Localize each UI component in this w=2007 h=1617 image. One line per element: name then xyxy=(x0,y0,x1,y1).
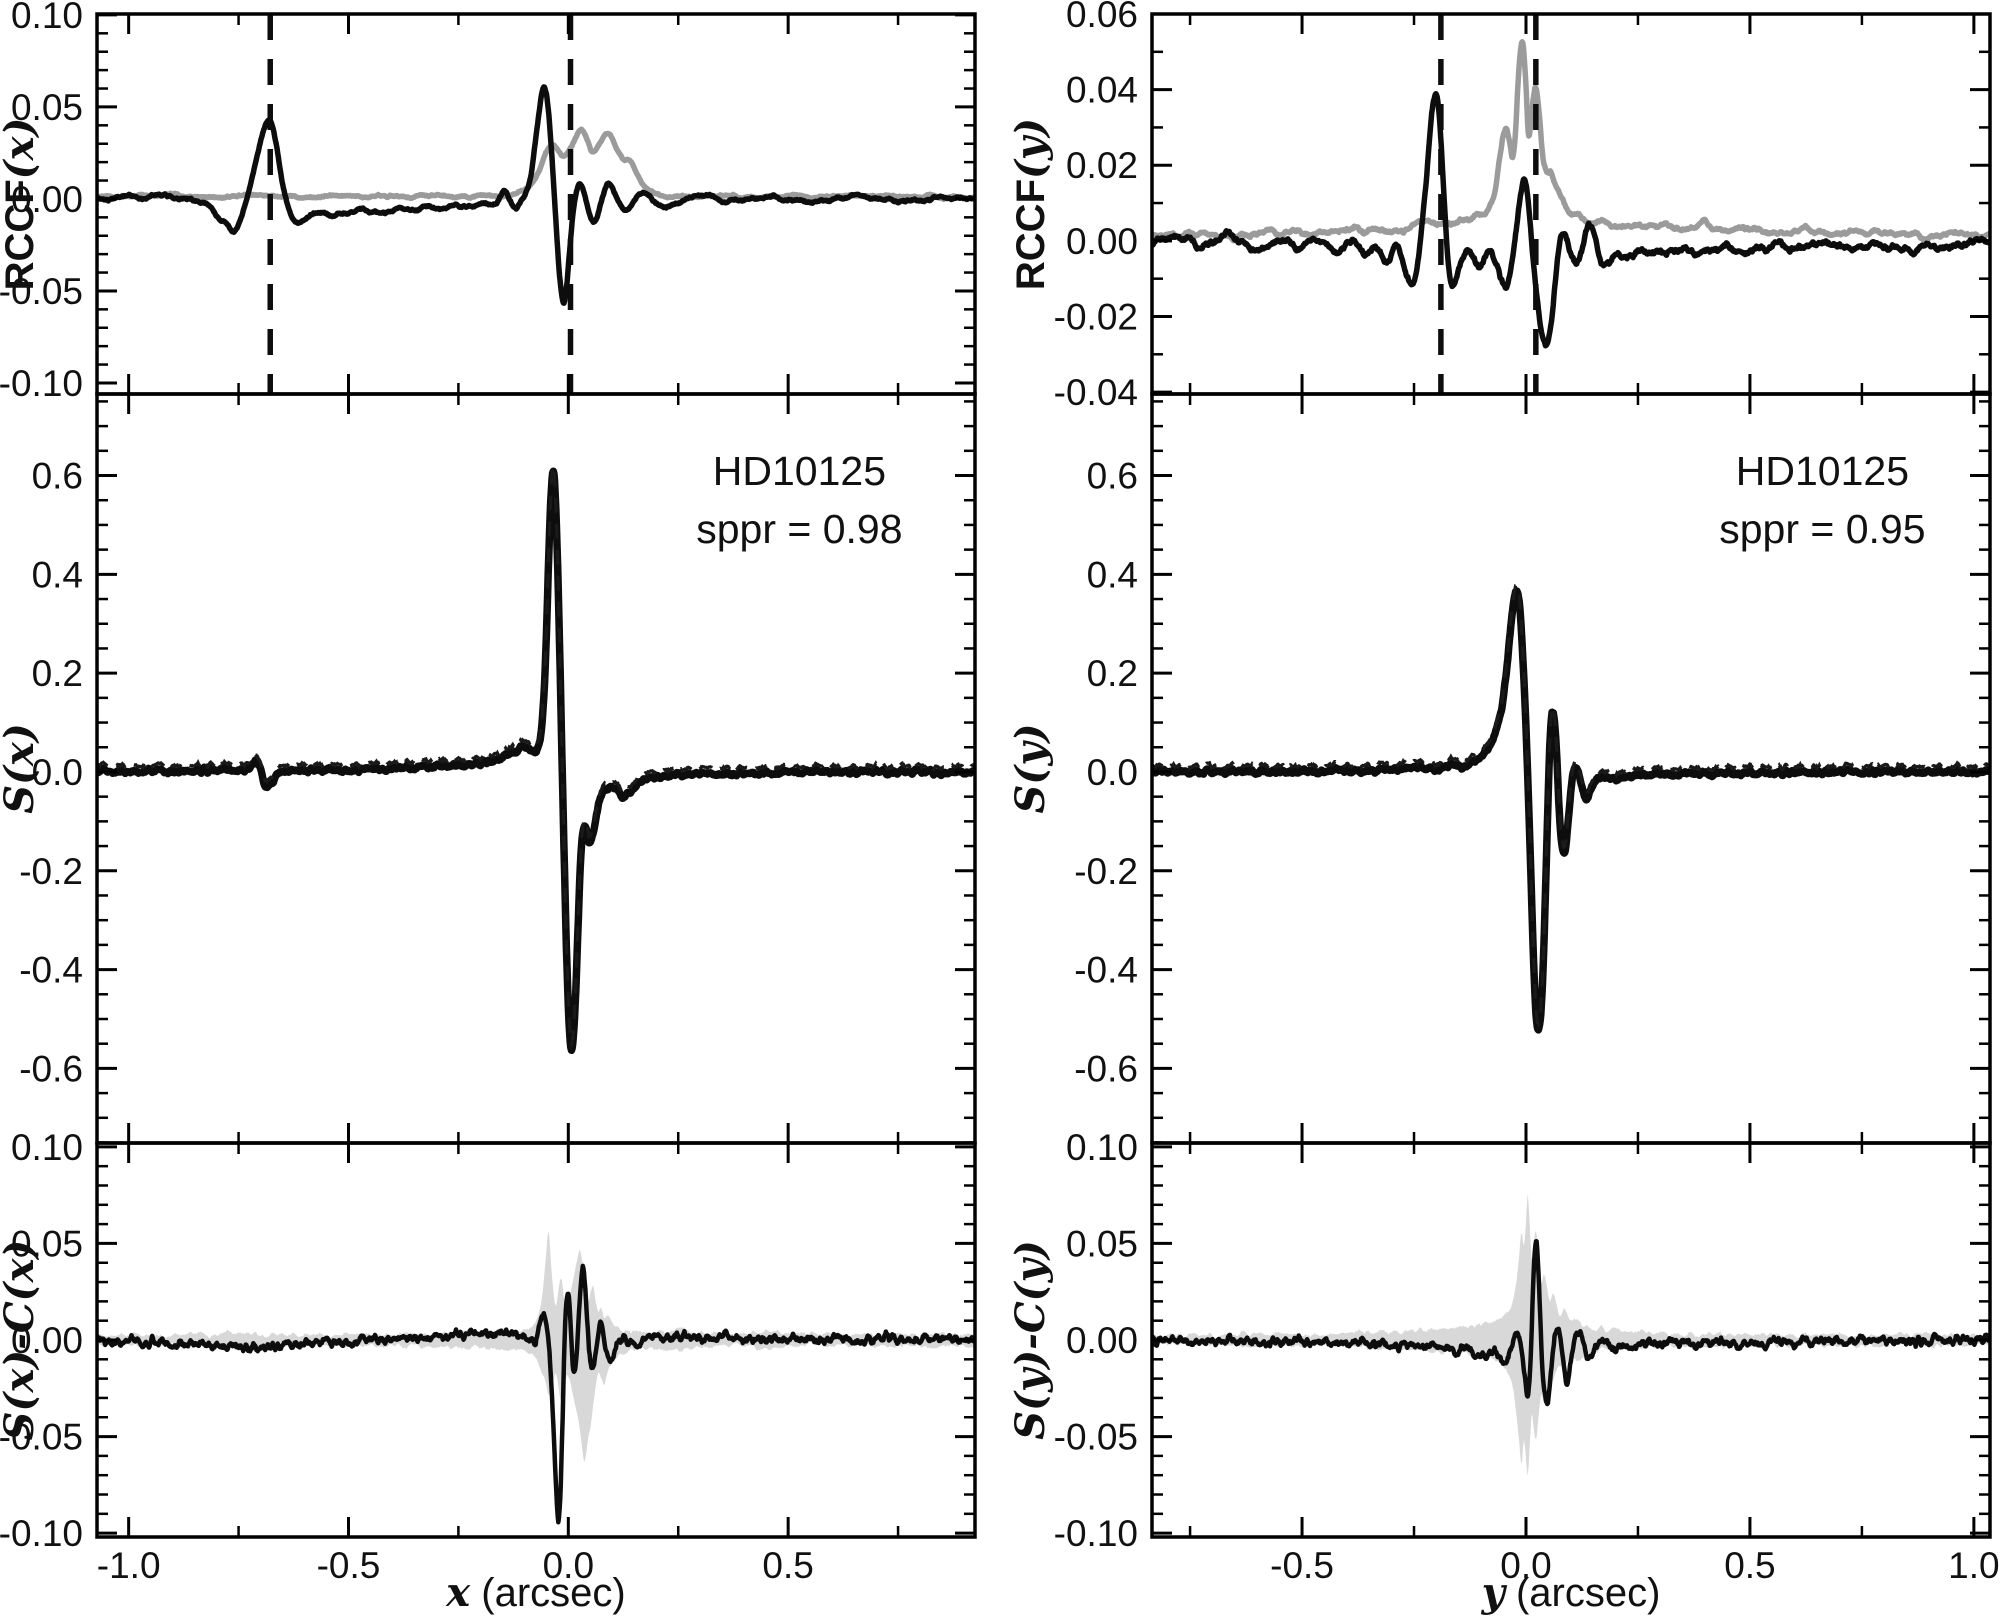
ticks-rccf-y xyxy=(1152,12,1990,394)
xtick-label-resid-x-3: 0.5 xyxy=(762,1545,813,1586)
ytick-label-s-x-2: 0.2 xyxy=(32,653,83,694)
ytick-label-resid-x-1: 0.05 xyxy=(11,1223,83,1264)
xtick-label-resid-y-1: 0.0 xyxy=(1500,1545,1551,1586)
annotation-s-x-line1: sppr = 0.98 xyxy=(696,506,902,552)
ytick-label-s-y-0: 0.6 xyxy=(1087,456,1138,497)
ytick-label-resid-x-2: 0.00 xyxy=(11,1320,83,1361)
ytick-label-resid-x-0: 0.10 xyxy=(11,1127,83,1168)
panel-plot-area-rccf-y xyxy=(1152,14,1990,394)
annotation-s-y-line1: sppr = 0.95 xyxy=(1719,506,1925,552)
panel-rccf-x: 0.10 0.05 0.00 -0.05 -0.10 RCCF(x) xyxy=(0,0,977,404)
uncertainty-band-resid-y xyxy=(1152,1193,1990,1477)
panel-resid-y: 0.10 0.05 0.00 -0.05 -0.10 -0.5 0.0 0.5 1.0 S(y)-… xyxy=(1007,1127,2000,1616)
y-axis-title-resid-x: S(x)-C(x) xyxy=(0,1240,43,1441)
ticks-s-y xyxy=(1152,394,1990,1144)
ytick-label-s-x-3: 0.0 xyxy=(32,752,83,793)
ytick-label-resid-y-1: 0.05 xyxy=(1066,1223,1138,1264)
y-axis-title-resid-y: S(y)-C(y) xyxy=(1007,1240,1054,1440)
xtick-label-resid-y-2: 0.5 xyxy=(1724,1545,1775,1586)
ticks-rccf-x xyxy=(97,13,975,394)
ytick-label-resid-y-0: 0.10 xyxy=(1066,1127,1138,1168)
ytick-label-rccf-x-2: 0.00 xyxy=(11,179,83,220)
ytick-label-s-x-5: -0.4 xyxy=(19,950,83,991)
y-axis-title-rccf-y: RCCF(y) xyxy=(1007,118,1054,290)
curve-s-y-black-model-dashed xyxy=(1152,582,1990,1028)
ytick-label-rccf-y-0: 0.06 xyxy=(1066,0,1138,35)
curve-rccf-x-black xyxy=(97,84,975,306)
ytick-label-resid-y-4: -0.10 xyxy=(1054,1513,1138,1554)
panel-plot-area-rccf-x xyxy=(97,14,975,394)
curve-s-x-black xyxy=(97,467,975,1055)
ytick-label-s-y-1: 0.4 xyxy=(1087,554,1138,595)
panel-s-y: 0.6 0.4 0.2 0.0 -0.2 -0.4 -0.6 S(y) HD10125 sppr … xyxy=(1007,392,1992,1145)
ytick-label-rccf-y-3: 0.00 xyxy=(1066,221,1138,262)
ytick-label-rccf-y-1: 0.04 xyxy=(1066,70,1138,111)
ytick-label-rccf-y-2: 0.02 xyxy=(1066,145,1138,186)
ytick-label-s-x-1: 0.4 xyxy=(32,554,83,595)
panel-plot-area-resid-y xyxy=(1152,1193,1990,1477)
ytick-label-s-y-5: -0.4 xyxy=(1074,950,1138,991)
xtick-label-resid-x-0: -1.0 xyxy=(97,1545,161,1586)
panel-frame-rccf-y xyxy=(1150,12,1992,396)
panel-s-x: 0.6 0.4 0.2 0.0 -0.2 -0.4 -0.6 S(x) HD10125 sppr … xyxy=(0,392,977,1145)
annotation-s-x-line0: HD10125 xyxy=(713,448,886,494)
curve-s-x-black-model-dashed xyxy=(97,459,975,1051)
y-axis-title-s-y: S(y) xyxy=(1007,724,1054,814)
ytick-label-s-y-3: 0.0 xyxy=(1087,752,1138,793)
xtick-label-resid-x-1: -0.5 xyxy=(317,1545,381,1586)
ytick-label-rccf-x-1: 0.05 xyxy=(11,87,83,128)
ytick-label-rccf-y-4: -0.02 xyxy=(1054,296,1138,337)
curve-rccf-x-shifted-gray xyxy=(97,126,975,203)
ytick-label-resid-x-4: -0.10 xyxy=(0,1513,83,1554)
curve-rccf-y-black xyxy=(1152,90,1990,349)
ytick-label-resid-x-3: -0.05 xyxy=(0,1417,83,1458)
ytick-label-resid-y-3: -0.05 xyxy=(1054,1417,1138,1458)
panel-plot-area-s-x xyxy=(97,459,975,1055)
ytick-label-rccf-x-3: -0.05 xyxy=(0,271,83,312)
xtick-label-resid-y-0: -0.5 xyxy=(1270,1545,1334,1586)
curve-s-y-black xyxy=(1152,587,1990,1034)
curve-resid-x-black xyxy=(97,1263,975,1525)
ytick-label-s-y-4: -0.2 xyxy=(1074,851,1138,892)
xtick-label-resid-x-2: 0.0 xyxy=(543,1545,594,1586)
ytick-label-rccf-y-5: -0.04 xyxy=(1054,372,1138,413)
ytick-label-s-y-6: -0.6 xyxy=(1074,1048,1138,1089)
y-axis-title-s-x: S(x) xyxy=(0,723,43,814)
ticks-s-x xyxy=(97,394,975,1144)
ytick-label-resid-y-2: 0.00 xyxy=(1066,1320,1138,1361)
panel-plot-area-resid-x xyxy=(97,1230,975,1525)
panel-resid-x: 0.10 0.05 0.00 -0.05 -0.10 -1.0 -0.5 0.0 0.5 S(x)… xyxy=(0,1127,977,1616)
panel-rccf-y: 0.06 0.04 0.02 0.00 -0.02 -0.04 RCCF(y) xyxy=(1007,0,1992,413)
panel-frame-rccf-x xyxy=(95,12,977,396)
ytick-label-rccf-x-4: -0.10 xyxy=(0,363,83,404)
panel-plot-area-s-y xyxy=(1152,582,1990,1034)
ytick-label-s-y-2: 0.2 xyxy=(1087,653,1138,694)
curve-rccf-y-shifted-gray xyxy=(1152,39,1990,244)
ytick-label-rccf-x-0: 0.10 xyxy=(11,0,83,36)
y-axis-title-rccf-x: RCCF(x) xyxy=(0,118,43,291)
ticks-resid-y xyxy=(1152,1143,1990,1537)
x-axis-title-resid-x: x (arcsec) xyxy=(445,1569,625,1616)
xtick-label-resid-y-3: 1.0 xyxy=(1948,1545,1999,1586)
ytick-label-s-x-4: -0.2 xyxy=(19,851,83,892)
ytick-label-s-x-6: -0.6 xyxy=(19,1048,83,1089)
ticks-resid-x xyxy=(97,1143,975,1537)
annotation-s-y-line0: HD10125 xyxy=(1736,448,1909,494)
curve-resid-y-black xyxy=(1152,1239,1990,1407)
ytick-label-s-x-0: 0.6 xyxy=(32,456,83,497)
x-axis-title-resid-y: y (arcsec) xyxy=(1481,1569,1661,1616)
